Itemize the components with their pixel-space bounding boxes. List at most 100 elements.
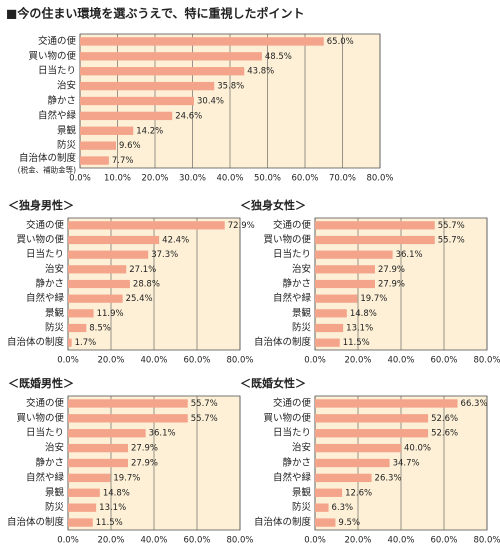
bar [315,414,429,423]
bar [315,503,329,512]
x-tick-label: 10.0% [104,174,131,184]
category-label: 治安 [45,263,64,275]
value-label: 27.1% [129,265,156,275]
value-label: 55.7% [191,414,218,424]
value-label: 8.5% [89,324,111,334]
x-tick-label: 30.0% [179,174,206,184]
bar [68,309,94,318]
value-label: 36.1% [149,429,176,439]
category-label: 自治体の制度 [7,336,65,348]
bar [68,488,100,497]
category-label: 静かさ [35,278,64,290]
category-label: 自然や緑 [273,292,312,304]
bar [68,338,72,347]
value-label: 19.7% [360,294,387,304]
bar [80,81,215,91]
value-label: 34.7% [393,459,420,469]
category-label: 自然や緑 [273,471,312,483]
bar [68,458,128,468]
category-label: 静かさ [282,457,311,469]
category-label: 交通の便 [26,219,65,231]
x-tick-label: 80.0% [473,536,500,546]
chart-title: ＜独身女性＞ [240,198,306,212]
value-label: 30.4% [197,97,224,107]
bar [68,294,123,303]
value-label: 9.5% [338,518,360,528]
bar [68,429,146,438]
value-label: 27.9% [131,444,158,454]
value-label: 7.7% [112,156,134,166]
bar [68,235,160,245]
bar [68,518,93,527]
category-label: 自治体の制度 [19,152,77,164]
value-label: 11.5% [343,338,370,348]
value-label: 11.5% [96,518,123,528]
bar [315,235,435,245]
value-label: 65.0% [327,37,354,47]
category-label: 治安 [292,442,311,454]
category-label: 静かさ [47,95,76,107]
value-label: 27.9% [378,280,405,290]
x-tick-label: 0.0% [69,174,91,184]
category-label: 交通の便 [273,397,312,409]
x-tick-label: 0.0% [57,536,79,546]
bar [68,399,188,408]
value-label: 36.1% [396,250,423,260]
value-label: 66.3% [461,399,488,409]
value-label: 14.8% [350,309,377,319]
bar [315,458,390,468]
bar [315,279,375,289]
bar [315,338,340,347]
category-label: 日当たり [273,427,311,439]
category-label: 自治体の制度 [254,336,312,348]
category-label: 日当たり [38,65,76,77]
x-tick-label: 40.0% [140,356,167,366]
bar [315,221,435,230]
category-label: 買い物の便 [263,234,311,246]
category-label: 買い物の便 [16,412,64,424]
chart-title: ＜独身男性＞ [8,198,74,212]
value-label: 52.6% [431,414,458,424]
value-label: 26.3% [375,473,402,483]
value-label: 24.6% [175,111,202,121]
page-title: ■今の住まい環境を選ぶうえで、特に重視したポイント [6,6,305,21]
x-tick-label: 80.0% [226,356,253,366]
category-label: 静かさ [35,457,64,469]
bar [80,37,324,46]
bar [68,221,225,230]
category-label: 買い物の便 [16,234,64,246]
x-tick-label: 60.0% [430,356,457,366]
chart-title: ＜既婚男性＞ [8,376,74,390]
bar [315,429,429,438]
value-label: 13.1% [99,503,126,513]
category-label: 防災 [57,139,77,151]
category-label: 買い物の便 [263,412,311,424]
value-label: 72.9% [228,221,255,231]
value-label: 9.6% [119,141,141,151]
x-tick-label: 20.0% [97,356,124,366]
category-label: 自然や緑 [38,109,77,121]
value-label: 48.5% [265,52,292,62]
x-tick-label: 60.0% [183,536,210,546]
x-tick-label: 40.0% [387,536,414,546]
value-label: 25.4% [126,294,153,304]
bar [68,503,97,512]
bar [80,126,134,135]
value-label: 27.9% [131,459,158,469]
bar [315,309,347,318]
value-label: 28.8% [133,280,160,290]
value-label: 55.7% [438,236,465,246]
category-label: 交通の便 [273,219,312,231]
bar [68,414,188,423]
category-label: 自治体の制度 [254,516,312,528]
category-label: 景観 [45,307,65,319]
value-label: 12.6% [345,488,372,498]
value-label: 14.2% [136,126,163,136]
x-tick-label: 20.0% [344,356,371,366]
category-label: 景観 [57,124,77,136]
x-tick-label: 60.0% [291,174,318,184]
x-tick-label: 50.0% [254,174,281,184]
category-label: 防災 [292,501,312,513]
bar [315,518,336,527]
